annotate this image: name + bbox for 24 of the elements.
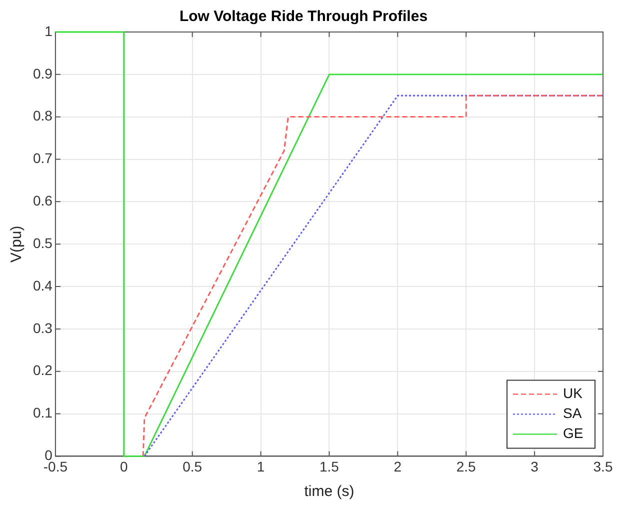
x-tick-label: 3 [530,458,539,474]
y-tick-label: 0.1 [32,404,53,421]
x-tick-label: 0.5 [182,458,202,474]
y-tick-label: 0.6 [32,192,53,209]
x-axis-title: time (s) [304,483,354,500]
y-tick-label: 1 [44,22,53,39]
y-tick-label: 0.5 [32,234,53,251]
y-tick-label: 0.7 [32,150,53,166]
legend-label: UK [563,385,584,402]
legend-label: GE [563,425,584,442]
x-tick-label: 0 [120,458,128,474]
chart-title: Low Voltage Ride Through Profiles [179,8,428,26]
y-tick-label: 0.2 [32,362,53,378]
x-tick-label: 1 [256,458,265,474]
y-tick-label: 0.8 [32,108,53,124]
y-axis-title: V(pu) [8,226,26,262]
y-tick-label: 0.3 [32,320,53,336]
x-tick-label: 2.5 [456,458,476,474]
y-tick-label: 0.9 [32,65,53,82]
x-tick-label: 2 [394,458,402,474]
legend-label: SA [563,405,582,422]
y-tick-label: 0.4 [32,277,53,294]
x-tick-label: 1.5 [319,458,340,474]
x-tick-label: 3.5 [593,458,613,474]
